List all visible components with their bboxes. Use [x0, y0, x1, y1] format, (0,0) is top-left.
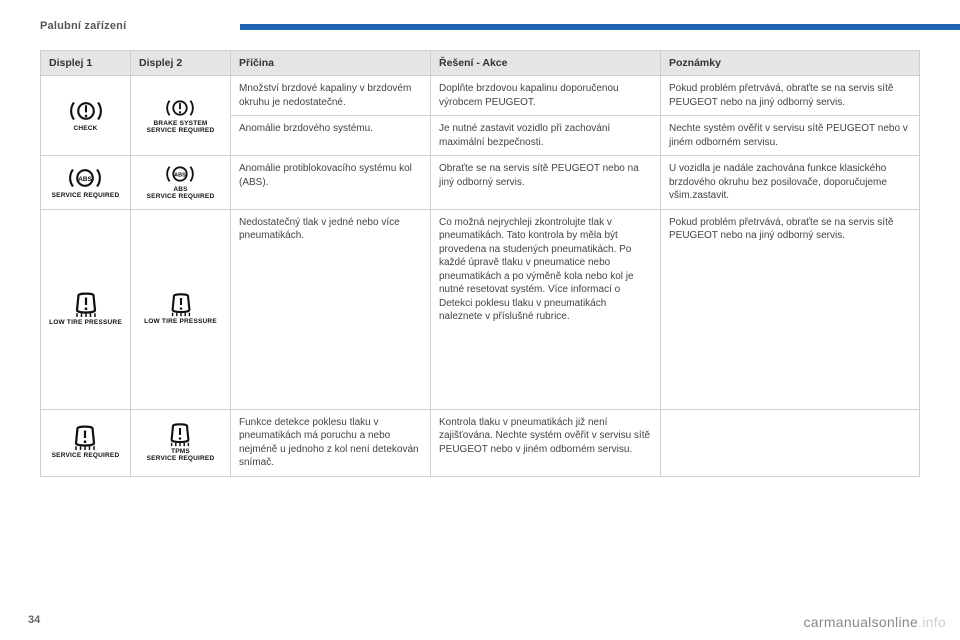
- cell-display1: CHECK: [41, 76, 131, 156]
- svg-text:ABS: ABS: [79, 176, 92, 183]
- cell-notes: Nechte systém ověřit v servisu sítě PEUG…: [661, 116, 920, 156]
- col-header-display1: Displej 1: [41, 51, 131, 76]
- icon-caption: SERVICE REQUIRED: [52, 193, 120, 200]
- cell-notes: [661, 409, 920, 476]
- page-number: 34: [28, 614, 40, 626]
- table-row: ABS SERVICE REQUIRED ABS: [41, 156, 920, 210]
- cell-action: Je nutné zastavit vozidlo při zachování …: [431, 116, 661, 156]
- col-header-notes: Poznámky: [661, 51, 920, 76]
- icon-caption: CHECK: [73, 126, 97, 133]
- cell-display2: LOW TIRE PRESSURE: [131, 209, 231, 409]
- brake-warning-icon: [69, 98, 103, 124]
- page-root: Palubní zařízení Displej 1 Displej 2 Pří…: [0, 0, 960, 640]
- footer-brand-a: carmanualsonline: [804, 614, 919, 630]
- cell-cause: Anomálie brzdového systému.: [231, 116, 431, 156]
- cell-display2: ABS ABS SERVICE REQUIRED: [131, 156, 231, 210]
- footer-brand-b: .info: [918, 614, 946, 630]
- table-row: LOW TIRE PRESSURE: [41, 209, 920, 409]
- cell-notes: U vozidla je nadále zachována funkce kla…: [661, 156, 920, 210]
- table-row: SERVICE REQUIRED: [41, 409, 920, 476]
- diagnostics-table: Displej 1 Displej 2 Příčina Řešení - Akc…: [40, 50, 920, 477]
- icon-caption: TPMS SERVICE REQUIRED: [147, 449, 215, 463]
- tire-pressure-icon: [71, 292, 101, 318]
- header-accent-bar: [240, 24, 960, 30]
- cell-notes: Pokud problém přetrvává, obraťte se na s…: [661, 76, 920, 116]
- cell-display2: TPMS SERVICE REQUIRED: [131, 409, 231, 476]
- cell-display1: LOW TIRE PRESSURE: [41, 209, 131, 409]
- cell-cause: Funkce detekce poklesu tlaku v pneumatik…: [231, 409, 431, 476]
- icon-caption: LOW TIRE PRESSURE: [144, 319, 217, 326]
- icon-caption: SERVICE REQUIRED: [52, 453, 120, 460]
- cell-action: Doplňte brzdovou kapalinu doporučenou vý…: [431, 76, 661, 116]
- col-header-action: Řešení - Akce: [431, 51, 661, 76]
- cell-display2: BRAKE SYSTEM SERVICE REQUIRED: [131, 76, 231, 156]
- icon-caption: ABS SERVICE REQUIRED: [147, 187, 215, 201]
- table-header-row: Displej 1 Displej 2 Příčina Řešení - Akc…: [41, 51, 920, 76]
- tire-pressure-icon: [70, 425, 100, 451]
- footer-brand: carmanualsonline.info: [804, 614, 947, 630]
- icon-caption: LOW TIRE PRESSURE: [49, 320, 122, 327]
- abs-icon: ABS: [68, 165, 102, 191]
- cell-action: Co možná nejrychleji zkontrolujte tlak v…: [431, 209, 661, 409]
- cell-notes: Pokud problém přetrvává, obraťte se na s…: [661, 209, 920, 409]
- abs-icon: ABS: [165, 163, 195, 185]
- col-header-cause: Příčina: [231, 51, 431, 76]
- cell-cause: Anomálie protiblokovacího systému kol (A…: [231, 156, 431, 210]
- brake-warning-icon: [165, 97, 195, 119]
- tire-pressure-icon: [167, 293, 195, 317]
- svg-text:ABS: ABS: [175, 173, 187, 179]
- icon-caption: BRAKE SYSTEM SERVICE REQUIRED: [147, 121, 215, 135]
- col-header-display2: Displej 2: [131, 51, 231, 76]
- table-row: CHECK BRAKE: [41, 76, 920, 116]
- cell-display1: SERVICE REQUIRED: [41, 409, 131, 476]
- tire-pressure-icon: [166, 423, 194, 447]
- cell-cause: Množství brzdové kapaliny v brzdovém okr…: [231, 76, 431, 116]
- cell-action: Obraťte se na servis sítě PEUGEOT nebo n…: [431, 156, 661, 210]
- cell-action: Kontrola tlaku v pneumatikách již není z…: [431, 409, 661, 476]
- cell-display1: ABS SERVICE REQUIRED: [41, 156, 131, 210]
- cell-cause: Nedostatečný tlak v jedné nebo více pneu…: [231, 209, 431, 409]
